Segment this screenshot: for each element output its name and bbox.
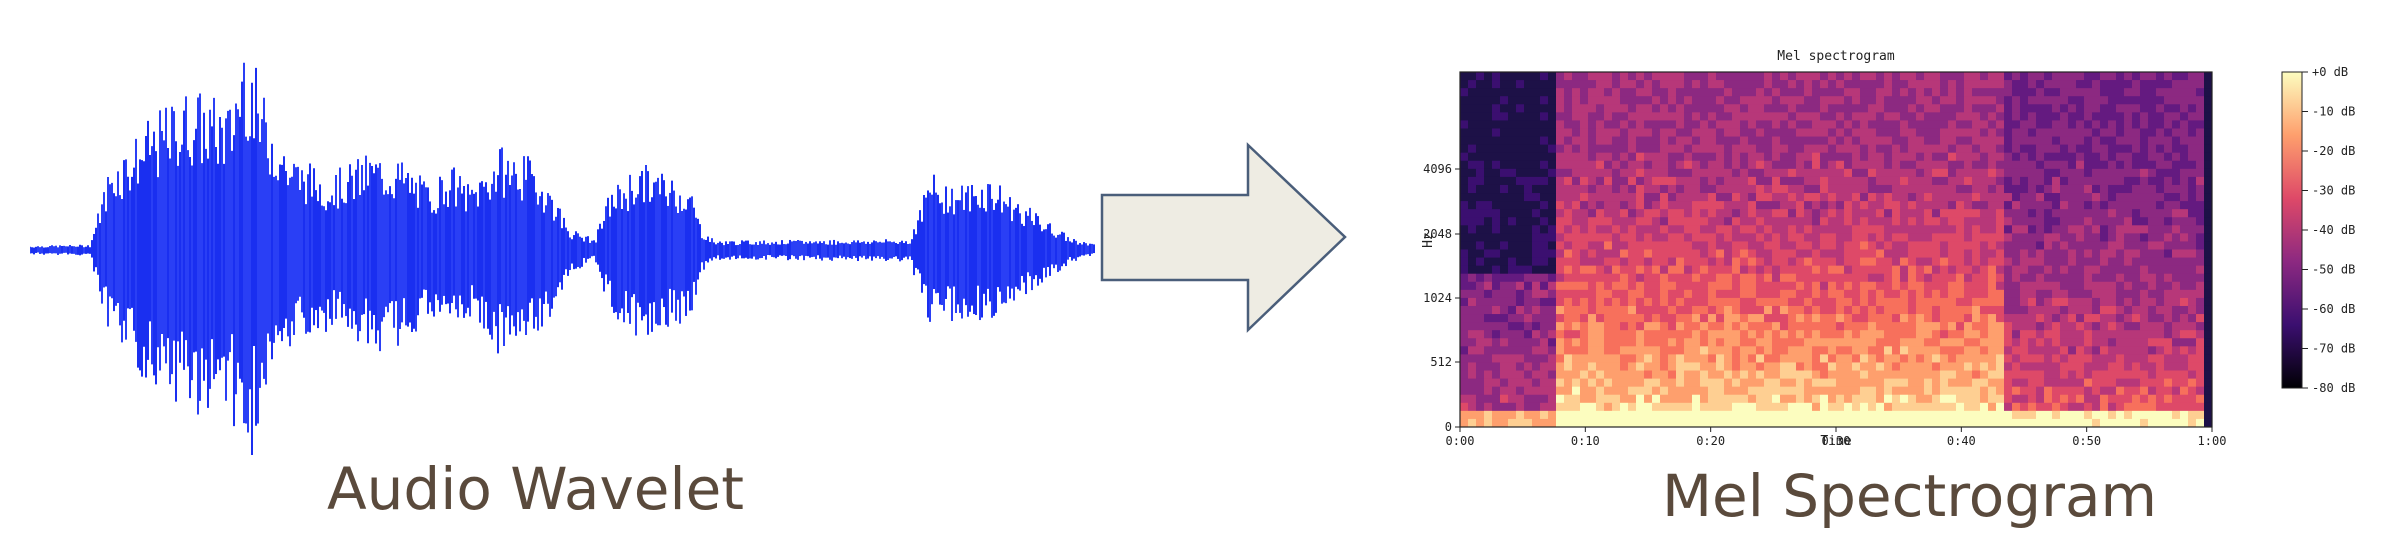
chart-title: Mel spectrogram — [1777, 49, 1895, 64]
colorbar-tick-label: -50 dB — [2312, 263, 2355, 277]
colorbar-tick-label: -60 dB — [2312, 302, 2355, 316]
x-tick-label: 0:00 — [1446, 434, 1475, 448]
colorbar-tick-label: -80 dB — [2312, 381, 2355, 395]
x-tick-label: 0:30 — [1822, 434, 1851, 448]
y-tick-label: 4096 — [1423, 162, 1452, 176]
x-tick-label: 0:10 — [1571, 434, 1600, 448]
colorbar-tick-label: -40 dB — [2312, 223, 2355, 237]
colorbar-tick-label: +0 dB — [2312, 65, 2348, 79]
audio-wavelet-caption: Audio Wavelet — [327, 455, 745, 523]
y-tick-label: 2048 — [1423, 227, 1452, 241]
y-tick-label: 1024 — [1423, 291, 1452, 305]
y-tick-label: 0 — [1445, 420, 1452, 434]
x-tick-label: 0:40 — [1947, 434, 1976, 448]
mel-spectrogram-chart: Mel spectrogram 0 512 1024 2048 4096 0:00 0:1… — [1421, 49, 2355, 449]
colorbar — [2281, 71, 2303, 389]
colorbar-tick-label: -70 dB — [2312, 342, 2355, 356]
x-tick-label: 0:50 — [2072, 434, 2101, 448]
colorbar-tick-label: -20 dB — [2312, 144, 2355, 158]
x-tick-label: 0:20 — [1696, 434, 1725, 448]
y-axis-label: Hz — [1421, 232, 1436, 248]
y-tick-label: 512 — [1430, 355, 1452, 369]
x-axis-label: Time — [1820, 434, 1851, 449]
colorbar-tick-label: -10 dB — [2312, 105, 2355, 119]
spectrogram-plot-area — [1460, 72, 2213, 428]
colorbar-tick-label: -30 dB — [2312, 184, 2355, 198]
x-tick-label: 1:00 — [2198, 434, 2227, 448]
mel-spectrogram-caption: Mel Spectrogram — [1662, 462, 2157, 530]
audio-waveform — [30, 62, 1095, 455]
right-arrow-icon — [1100, 142, 1347, 333]
